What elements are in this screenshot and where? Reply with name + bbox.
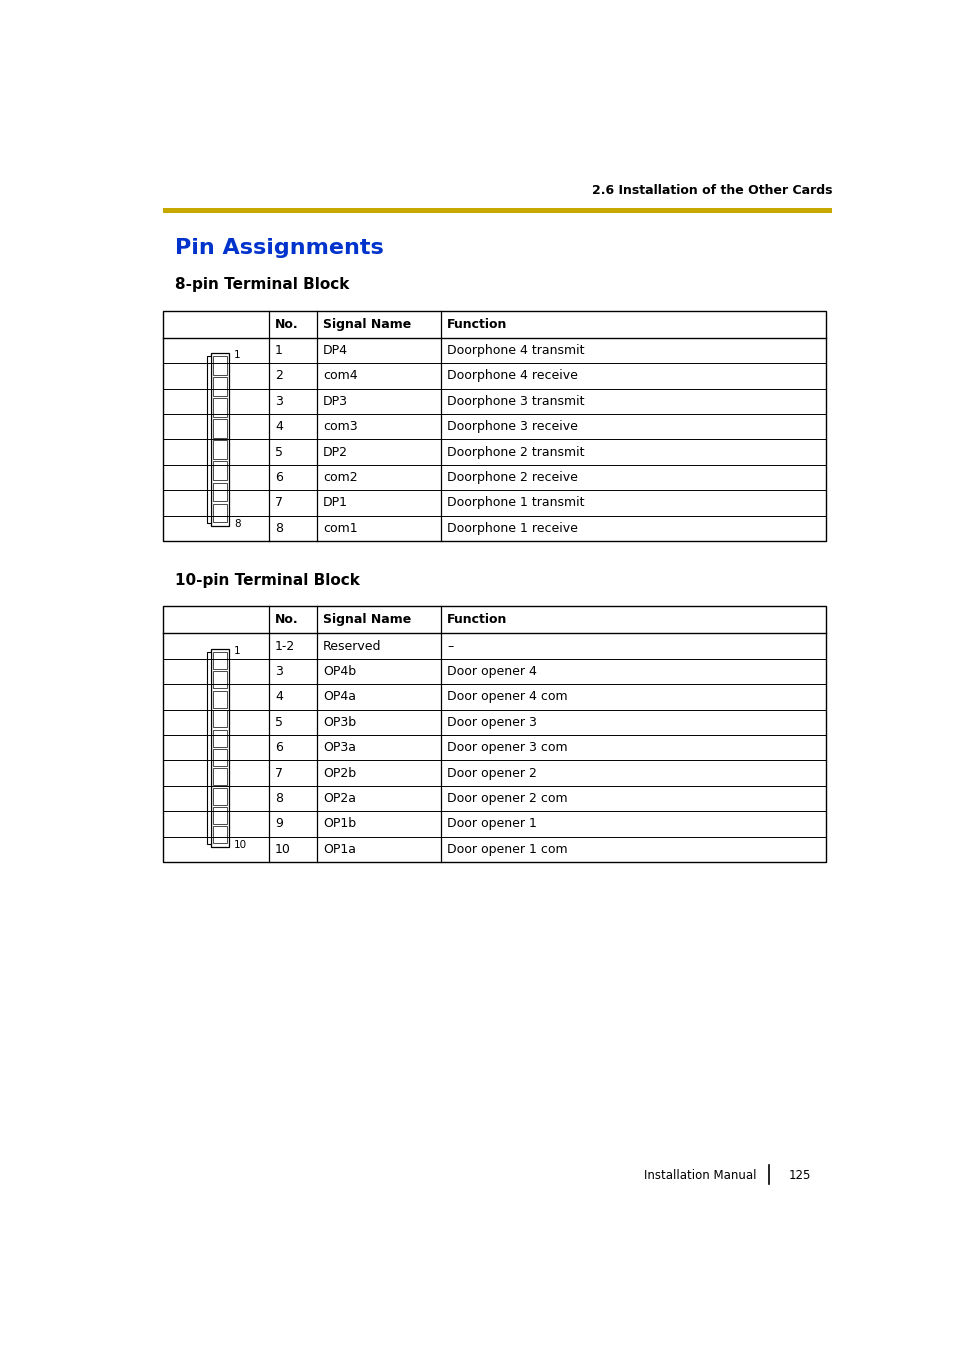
Bar [213, 827, 227, 843]
Text: 10-pin Terminal Block: 10-pin Terminal Block [174, 573, 359, 588]
Text: –: – [447, 639, 453, 653]
Text: Function: Function [447, 317, 507, 331]
Text: Doorphone 1 transmit: Doorphone 1 transmit [447, 496, 584, 509]
Text: 125: 125 [788, 1169, 810, 1182]
Text: Door opener 4 com: Door opener 4 com [447, 690, 567, 704]
Text: 1: 1 [233, 350, 240, 359]
Text: 7: 7 [274, 496, 283, 509]
Bar [207, 651, 212, 844]
Text: 1: 1 [233, 646, 240, 655]
Text: 10: 10 [274, 843, 291, 855]
Bar [213, 440, 227, 459]
Text: 3: 3 [274, 394, 283, 408]
Text: OP2b: OP2b [323, 766, 355, 780]
Text: 1: 1 [274, 345, 283, 357]
Text: Doorphone 4 transmit: Doorphone 4 transmit [447, 345, 584, 357]
Bar [213, 730, 227, 747]
Text: Door opener 4: Door opener 4 [447, 665, 537, 678]
Bar [213, 690, 227, 708]
Text: Signal Name: Signal Name [323, 317, 411, 331]
Text: OP3b: OP3b [323, 716, 355, 728]
Bar [163, 208, 831, 213]
Bar [213, 399, 227, 417]
Text: OP3a: OP3a [323, 742, 355, 754]
Text: com1: com1 [323, 521, 357, 535]
Text: Pin Assignments: Pin Assignments [174, 238, 383, 258]
Text: No.: No. [274, 613, 298, 627]
Text: Doorphone 3 transmit: Doorphone 3 transmit [447, 394, 584, 408]
Bar [212, 648, 229, 847]
Bar [213, 357, 227, 376]
Bar [213, 711, 227, 727]
Bar [213, 462, 227, 480]
Text: OP4b: OP4b [323, 665, 355, 678]
Text: Function: Function [447, 613, 507, 627]
Text: Doorphone 4 receive: Doorphone 4 receive [447, 369, 578, 382]
Text: com2: com2 [323, 471, 357, 484]
Text: 9: 9 [274, 817, 283, 831]
Text: 3: 3 [274, 665, 283, 678]
Text: Door opener 1: Door opener 1 [447, 817, 537, 831]
Bar [212, 353, 229, 526]
Bar [213, 419, 227, 438]
Bar [207, 357, 212, 523]
Text: 4: 4 [274, 420, 283, 434]
Text: DP1: DP1 [323, 496, 348, 509]
Text: 2.6 Installation of the Other Cards: 2.6 Installation of the Other Cards [591, 184, 831, 197]
Text: 8: 8 [274, 792, 283, 805]
Text: Door opener 3 com: Door opener 3 com [447, 742, 567, 754]
Text: 8: 8 [233, 519, 240, 528]
Text: 10: 10 [233, 840, 247, 850]
Text: 5: 5 [274, 716, 283, 728]
Text: DP3: DP3 [323, 394, 348, 408]
Bar [213, 671, 227, 689]
Text: 8-pin Terminal Block: 8-pin Terminal Block [174, 277, 349, 292]
Text: 8: 8 [274, 521, 283, 535]
Bar [213, 653, 227, 669]
Bar [213, 807, 227, 824]
Text: No.: No. [274, 317, 298, 331]
Text: Door opener 2: Door opener 2 [447, 766, 537, 780]
Bar [213, 769, 227, 785]
Bar [213, 788, 227, 805]
Text: 6: 6 [274, 471, 283, 484]
Text: OP2a: OP2a [323, 792, 355, 805]
Bar [163, 607, 825, 862]
Text: OP1a: OP1a [323, 843, 355, 855]
Bar [213, 748, 227, 766]
Bar [213, 377, 227, 396]
Bar [213, 504, 227, 523]
Text: Door opener 2 com: Door opener 2 com [447, 792, 567, 805]
Text: com3: com3 [323, 420, 357, 434]
Text: Installation Manual: Installation Manual [643, 1169, 756, 1182]
Text: 7: 7 [274, 766, 283, 780]
Text: Doorphone 2 transmit: Doorphone 2 transmit [447, 446, 584, 458]
Text: Doorphone 3 receive: Doorphone 3 receive [447, 420, 578, 434]
Text: 4: 4 [274, 690, 283, 704]
Text: 6: 6 [274, 742, 283, 754]
Bar [213, 482, 227, 501]
Text: Reserved: Reserved [323, 639, 381, 653]
Text: com4: com4 [323, 369, 357, 382]
Bar [163, 311, 825, 540]
Text: Door opener 1 com: Door opener 1 com [447, 843, 567, 855]
Text: DP4: DP4 [323, 345, 348, 357]
Text: 5: 5 [274, 446, 283, 458]
Text: DP2: DP2 [323, 446, 348, 458]
Text: Signal Name: Signal Name [323, 613, 411, 627]
Text: Door opener 3: Door opener 3 [447, 716, 537, 728]
Text: OP1b: OP1b [323, 817, 355, 831]
Text: OP4a: OP4a [323, 690, 355, 704]
Text: Doorphone 1 receive: Doorphone 1 receive [447, 521, 578, 535]
Text: 2: 2 [274, 369, 283, 382]
Text: 1-2: 1-2 [274, 639, 295, 653]
Text: Doorphone 2 receive: Doorphone 2 receive [447, 471, 578, 484]
